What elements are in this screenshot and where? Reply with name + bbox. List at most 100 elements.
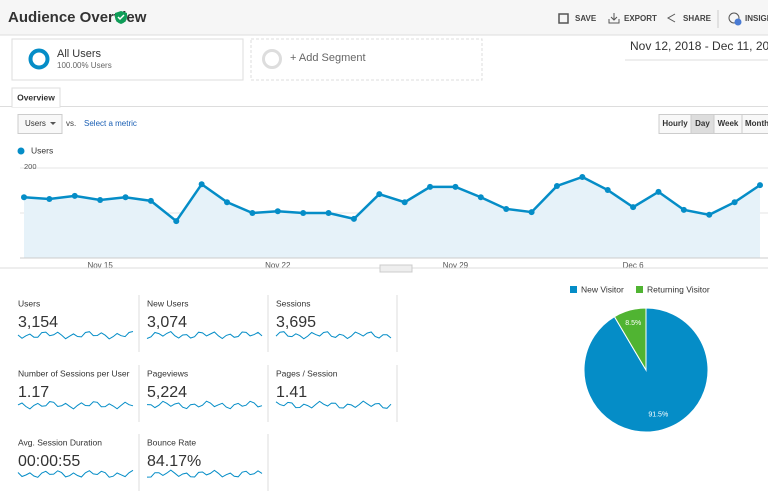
point bbox=[46, 196, 53, 203]
x-tick-label: Nov 15 bbox=[87, 261, 113, 270]
granularity-button[interactable] bbox=[741, 114, 768, 134]
point bbox=[274, 208, 281, 215]
point bbox=[173, 218, 180, 225]
metric-label[interactable]: Users bbox=[25, 119, 46, 128]
legend-dot bbox=[17, 147, 25, 155]
x-tick-label: Nov 29 bbox=[443, 261, 469, 270]
add-segment-ring bbox=[262, 49, 282, 69]
metric-value: 3,154 bbox=[18, 314, 58, 331]
point bbox=[325, 210, 332, 216]
metric-value: 1.41 bbox=[276, 384, 307, 401]
insights-button[interactable]: INSIGHTS bbox=[745, 14, 768, 23]
metric-name: Bounce Rate bbox=[147, 437, 196, 447]
sparkline bbox=[275, 331, 392, 340]
pie-slice bbox=[613, 307, 647, 372]
point bbox=[579, 174, 586, 180]
vs-label: vs. bbox=[66, 119, 76, 128]
point bbox=[401, 199, 408, 206]
granularity-label[interactable]: Day bbox=[695, 119, 710, 128]
legend-swatch bbox=[636, 286, 643, 293]
insights-badge bbox=[734, 18, 742, 26]
segment-ring bbox=[28, 48, 50, 70]
point bbox=[198, 181, 205, 188]
area bbox=[24, 177, 760, 258]
metric-value: 00:00:55 bbox=[18, 453, 80, 470]
share-button[interactable]: SHARE bbox=[683, 14, 712, 23]
point bbox=[731, 199, 738, 206]
segment-detail: 100.00% Users bbox=[57, 61, 112, 70]
point bbox=[122, 194, 129, 201]
point bbox=[655, 188, 662, 195]
sparkline bbox=[17, 331, 134, 340]
page-title: Audience Overview bbox=[8, 9, 147, 26]
sparkline bbox=[17, 401, 134, 410]
slice-label: 8.5% bbox=[625, 320, 641, 327]
metric-name: Pageviews bbox=[147, 368, 188, 378]
point bbox=[147, 197, 154, 204]
share-icon[interactable] bbox=[666, 13, 676, 23]
point bbox=[350, 215, 357, 222]
point bbox=[553, 183, 560, 189]
metric-value: 3,695 bbox=[276, 314, 316, 331]
point bbox=[477, 194, 484, 201]
slice-label: 91.5% bbox=[648, 412, 668, 419]
sparkline bbox=[146, 400, 263, 410]
save-button[interactable]: SAVE bbox=[575, 14, 597, 23]
point bbox=[503, 205, 510, 212]
metric-name: Users bbox=[18, 298, 40, 308]
point bbox=[706, 211, 713, 218]
point bbox=[427, 183, 434, 190]
line bbox=[23, 175, 761, 223]
metric-value: 5,224 bbox=[147, 384, 187, 401]
granularity-label[interactable]: Week bbox=[718, 119, 739, 128]
add-segment-card[interactable] bbox=[250, 38, 483, 81]
header-bar bbox=[0, 0, 768, 35]
granularity-label[interactable]: Month bbox=[745, 119, 768, 128]
granularity-label[interactable]: Hourly bbox=[662, 119, 688, 128]
date-range[interactable]: Nov 12, 2018 - Dec 11, 2018 bbox=[630, 39, 768, 53]
segment-card[interactable] bbox=[11, 38, 244, 81]
point bbox=[97, 196, 104, 203]
metric-value: 84.17% bbox=[147, 453, 201, 470]
metric-value: 1.17 bbox=[18, 384, 49, 401]
legend-label: Returning Visitor bbox=[647, 284, 710, 294]
metric-dropdown[interactable] bbox=[17, 114, 63, 134]
legend-swatch bbox=[570, 286, 577, 293]
add-segment[interactable]: + Add Segment bbox=[290, 52, 366, 64]
point bbox=[224, 199, 231, 206]
export-icon[interactable] bbox=[608, 13, 620, 24]
collapse-handle[interactable] bbox=[379, 264, 413, 273]
point bbox=[680, 206, 687, 213]
legend-label: New Visitor bbox=[581, 284, 624, 294]
point bbox=[528, 209, 535, 216]
y-tick-label: 200 bbox=[24, 162, 37, 171]
tab-label[interactable]: Overview bbox=[17, 92, 55, 102]
point bbox=[376, 191, 383, 198]
point bbox=[757, 182, 763, 189]
metric-name: Avg. Session Duration bbox=[18, 437, 102, 447]
x-tick-label: Nov 22 bbox=[265, 261, 291, 270]
point bbox=[452, 183, 459, 190]
legend-label: Users bbox=[31, 145, 53, 155]
sparkline bbox=[146, 331, 263, 340]
metric-name: Number of Sessions per User bbox=[18, 368, 130, 378]
x-tick-label: Dec 6 bbox=[623, 261, 644, 270]
point bbox=[21, 194, 27, 201]
export-button[interactable]: EXPORT bbox=[624, 14, 657, 23]
point bbox=[630, 204, 637, 211]
point bbox=[300, 210, 307, 216]
check-mark bbox=[117, 14, 125, 21]
point bbox=[71, 192, 78, 199]
metric-name: Pages / Session bbox=[276, 368, 338, 378]
metric-value: 3,074 bbox=[147, 314, 187, 331]
segment-name: All Users bbox=[57, 48, 102, 60]
save-icon[interactable] bbox=[558, 13, 569, 24]
dropdown-arrow bbox=[50, 122, 56, 125]
sparkline bbox=[146, 469, 263, 478]
sparkline bbox=[17, 469, 134, 478]
metric-name: New Users bbox=[147, 298, 189, 308]
insights-icon[interactable] bbox=[728, 12, 740, 24]
select-metric[interactable]: Select a metric bbox=[84, 119, 137, 128]
